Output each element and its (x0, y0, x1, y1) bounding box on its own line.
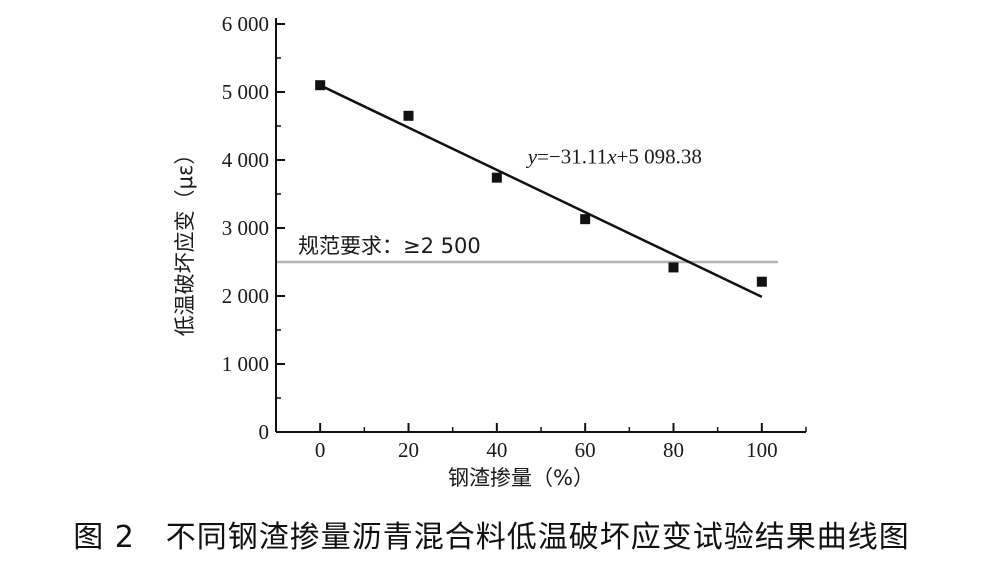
data-point (668, 262, 679, 273)
x-tick-label: 20 (398, 438, 419, 462)
data-point (315, 80, 326, 91)
x-tick-label: 60 (575, 438, 596, 462)
y-tick-label: 4 000 (222, 148, 269, 172)
fit-line (319, 84, 763, 298)
y-tick-label: 0 (259, 420, 270, 444)
data-point (756, 276, 767, 287)
reference-line-label: 规范要求：≥2 500 (298, 234, 481, 258)
fit-equation-part: =−31.11 (537, 144, 607, 168)
chart: 0 1 000 2 000 3 000 4 000 5 000 6 000 0 20 40 60 80… (173, 12, 807, 490)
x-tick-label: 0 (315, 438, 326, 462)
y-axis-title: 低温破坏应变（με） (173, 144, 197, 337)
x-axis-title: 钢渣掺量（%） (448, 466, 594, 490)
figure-caption: 图 2 不同钢渣掺量沥青混合料低温破坏应变试验结果曲线图 (73, 520, 910, 555)
y-tick-label: 6 000 (222, 12, 269, 36)
data-points (315, 80, 767, 287)
fit-equation-part: y (526, 144, 538, 168)
x-tick-label: 100 (746, 438, 778, 462)
tick-labels: 0 1 000 2 000 3 000 4 000 5 000 6 000 0 20 40 60 80… (222, 12, 778, 462)
data-point (403, 110, 414, 121)
fit-equation-part: +5 098.38 (617, 144, 702, 168)
axes (275, 18, 807, 433)
fit-equation-label: y=−31.11x+5 098.38 (526, 144, 702, 168)
x-tick-label: 80 (663, 438, 684, 462)
y-tick-label: 2 000 (222, 284, 269, 308)
y-tick-label: 1 000 (222, 352, 269, 376)
y-tick-label: 3 000 (222, 216, 269, 240)
fit-equation-part: x (606, 144, 617, 168)
data-point (580, 214, 591, 225)
y-tick-label: 5 000 (222, 80, 269, 104)
data-point (491, 172, 502, 183)
fit-line-group (319, 84, 763, 298)
x-tick-label: 40 (486, 438, 507, 462)
